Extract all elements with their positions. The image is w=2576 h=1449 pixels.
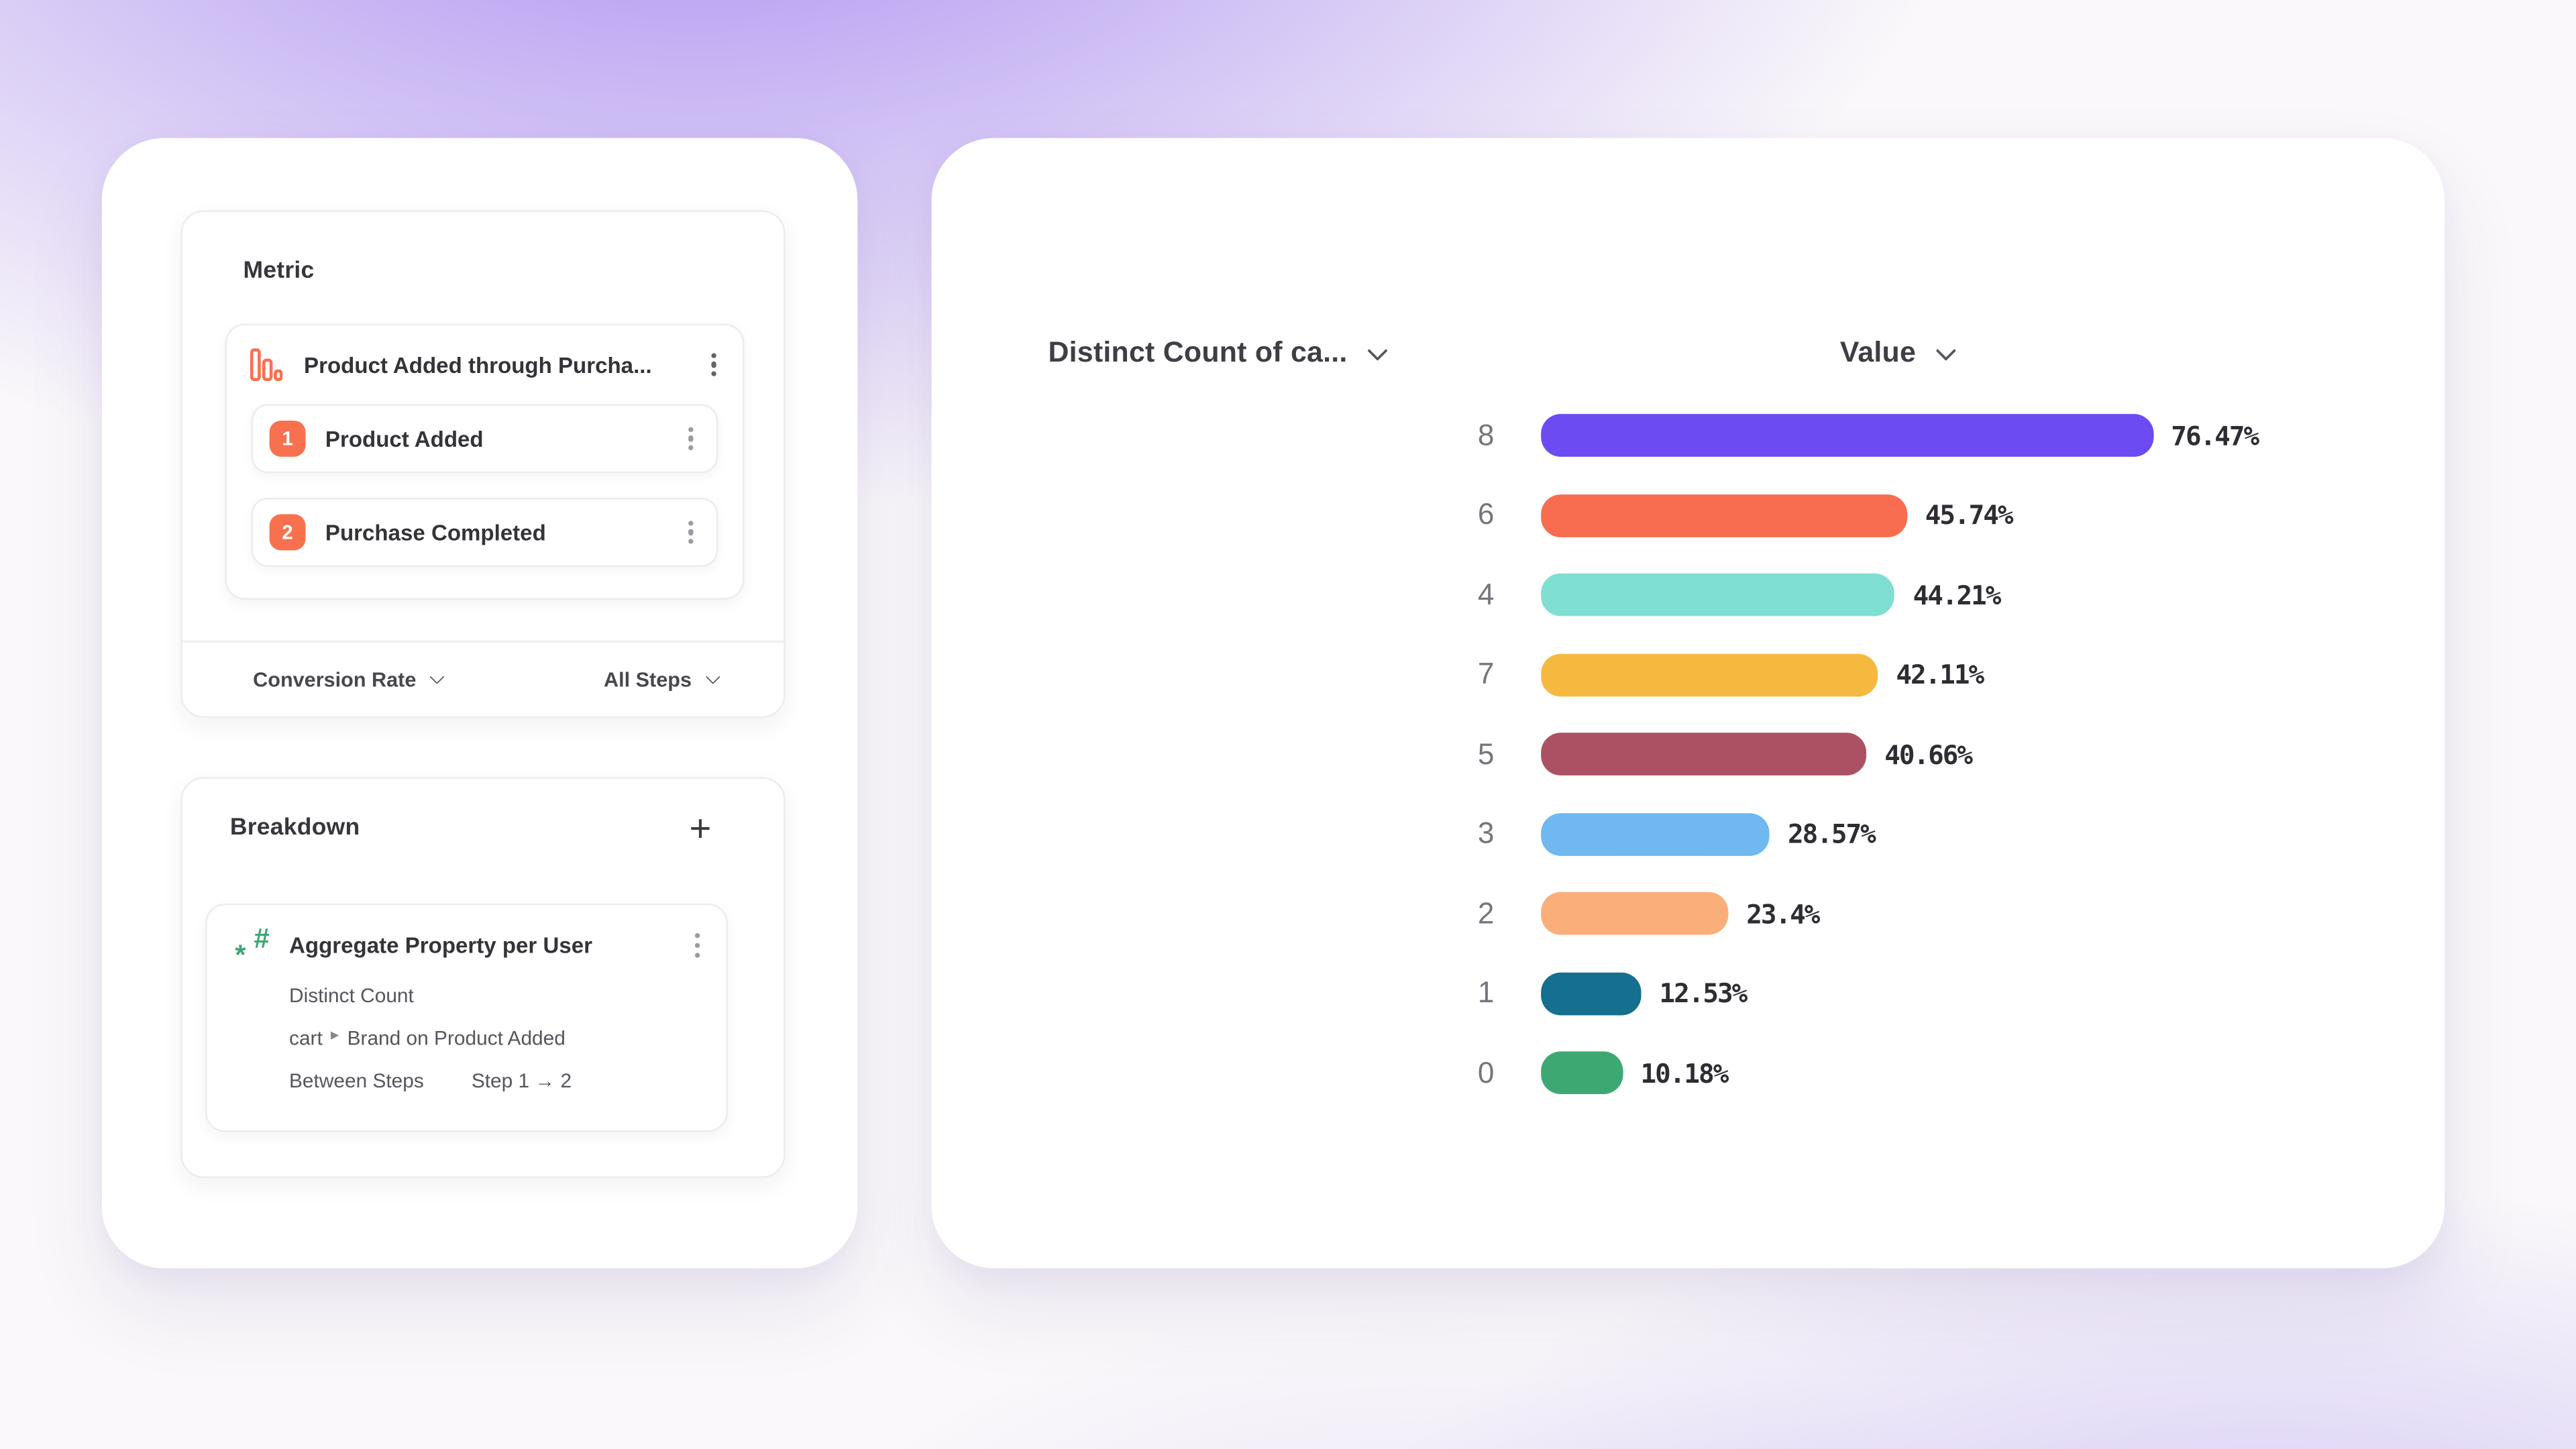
- category-label: 2: [1477, 896, 1495, 930]
- category-label: 0: [1477, 1056, 1495, 1089]
- chevron-down-icon: [431, 670, 442, 682]
- funnel-metric-name: Product Added through Purcha...: [304, 352, 652, 378]
- funnel-step-2[interactable]: 2 Purchase Completed: [251, 498, 718, 567]
- chevron-down-icon: [1368, 341, 1383, 356]
- between-steps-value: Step 1 → 2: [471, 1069, 572, 1092]
- metric-footer: Conversion Rate All Steps: [182, 643, 784, 716]
- bar-segment[interactable]: [1541, 733, 1867, 776]
- bar-segment[interactable]: [1541, 414, 2153, 458]
- chart-row: 3 28.57%: [932, 794, 2445, 874]
- funnel-step-1[interactable]: 1 Product Added: [251, 404, 718, 474]
- chevron-down-icon: [706, 670, 718, 682]
- funnel-metric-card[interactable]: Product Added through Purcha... 1 Produc…: [225, 323, 745, 600]
- bar-segment[interactable]: [1541, 972, 1642, 1015]
- bar-chart: 8 76.47% 6 45.74% 4 44.21% 7 42.11% 5 40.66% 3 28.5…: [932, 396, 2445, 1113]
- chart-panel: Distinct Count of ca... Value 8 76.47% 6 45…: [931, 138, 2445, 1269]
- bar-segment[interactable]: [1541, 494, 1907, 537]
- metric-section-title: Metric: [243, 258, 315, 284]
- chart-column1-header-dropdown[interactable]: Distinct Count of ca...: [1048, 335, 1383, 370]
- step-label: Purchase Completed: [325, 520, 546, 545]
- breakdown-aggregation-row[interactable]: Distinct Count: [289, 983, 414, 1007]
- bar-segment[interactable]: [1541, 653, 1878, 696]
- chart-row: 7 42.11%: [932, 635, 2445, 715]
- kebab-menu-icon[interactable]: [690, 926, 705, 964]
- kebab-menu-icon[interactable]: [683, 514, 698, 551]
- chart-row: 5 40.66%: [932, 714, 2445, 794]
- kebab-menu-icon[interactable]: [706, 346, 722, 384]
- property-parent: cart: [289, 1026, 323, 1050]
- value-label: 40.66%: [1884, 739, 1973, 770]
- chart-row: 6 45.74%: [932, 476, 2445, 555]
- funnel-metric-row[interactable]: Product Added through Purcha...: [227, 325, 743, 405]
- add-breakdown-icon[interactable]: +: [689, 806, 712, 850]
- breakdown-header: Breakdown +: [182, 779, 784, 850]
- all-steps-dropdown[interactable]: All Steps: [604, 668, 718, 691]
- between-steps-label: Between Steps: [289, 1069, 424, 1092]
- chart-row: 0 10.18%: [932, 1033, 2445, 1113]
- chart-row: 8 76.47%: [932, 396, 2445, 476]
- bar-segment[interactable]: [1541, 1051, 1623, 1095]
- chart-row: 1 12.53%: [932, 954, 2445, 1034]
- query-builder-panel: Metric Product Added through Purcha... 1…: [101, 138, 858, 1269]
- category-label: 7: [1477, 657, 1495, 691]
- value-label: 10.18%: [1640, 1057, 1729, 1089]
- breakdown-property-row[interactable]: cart ▸ Brand on Product Added: [207, 1026, 727, 1049]
- category-label: 4: [1477, 578, 1495, 611]
- value-label: 28.57%: [1787, 818, 1876, 850]
- step-number-badge: 1: [269, 420, 306, 457]
- value-label: 42.11%: [1896, 659, 1984, 691]
- value-label: 45.74%: [1925, 500, 2014, 531]
- breakdown-section-title: Breakdown: [229, 814, 360, 841]
- chart-row: 4 44.21%: [932, 555, 2445, 635]
- category-label: 8: [1477, 418, 1495, 451]
- breakdown-item-card[interactable]: # * Aggregate Property per User Distinct …: [205, 903, 728, 1132]
- breadcrumb-arrow-icon: ▸: [331, 1026, 339, 1044]
- category-label: 1: [1477, 976, 1495, 1010]
- bar-segment[interactable]: [1541, 812, 1770, 856]
- numeric-property-icon: # *: [235, 923, 270, 971]
- value-label: 12.53%: [1659, 977, 1748, 1010]
- bar-segment[interactable]: [1541, 574, 1895, 616]
- funnel-bars-icon: [250, 348, 283, 382]
- chart-row: 2 23.4%: [932, 874, 2445, 954]
- property-name: Brand on Product Added: [347, 1026, 566, 1050]
- breakdown-item-row[interactable]: # * Aggregate Property per User: [207, 905, 727, 971]
- kebab-menu-icon[interactable]: [683, 420, 698, 458]
- bar-segment[interactable]: [1541, 892, 1729, 936]
- value-label: 76.47%: [2171, 420, 2259, 451]
- conversion-rate-dropdown[interactable]: Conversion Rate: [253, 668, 442, 691]
- metric-section: Metric Product Added through Purcha... 1…: [180, 210, 786, 718]
- breakdown-item-name: Aggregate Property per User: [289, 932, 593, 958]
- value-label: 23.4%: [1746, 898, 1820, 930]
- category-label: 3: [1477, 816, 1495, 850]
- category-label: 5: [1477, 737, 1495, 770]
- chart-column2-header-dropdown[interactable]: Value: [1840, 335, 1952, 370]
- breakdown-between-steps-row[interactable]: Between Steps Step 1 → 2: [207, 1069, 727, 1092]
- step-label: Product Added: [325, 426, 484, 451]
- breakdown-section: Breakdown + # * Aggregate Property per Us…: [180, 777, 786, 1178]
- step-number-badge: 2: [269, 514, 306, 551]
- divider: [182, 641, 784, 643]
- category-label: 6: [1477, 498, 1495, 531]
- chevron-down-icon: [1937, 341, 1952, 356]
- value-label: 44.21%: [1913, 579, 2002, 611]
